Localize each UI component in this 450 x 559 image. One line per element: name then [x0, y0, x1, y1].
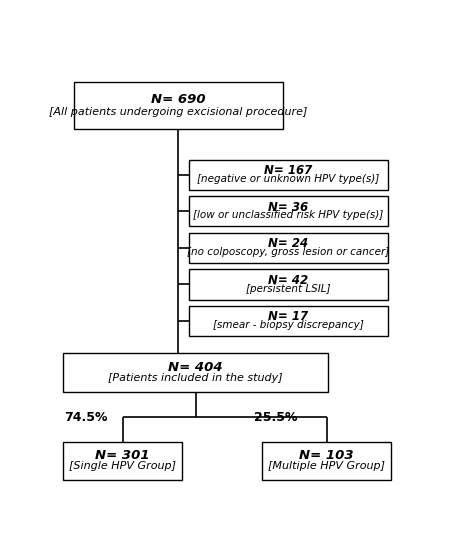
Text: [All patients undergoing excisional procedure]: [All patients undergoing excisional proc… [49, 107, 307, 117]
Text: 25.5%: 25.5% [254, 411, 298, 424]
FancyBboxPatch shape [189, 269, 387, 300]
FancyBboxPatch shape [63, 353, 328, 392]
Text: [low or unclassified risk HPV type(s)]: [low or unclassified risk HPV type(s)] [193, 211, 383, 220]
Text: 74.5%: 74.5% [64, 411, 108, 424]
FancyBboxPatch shape [189, 196, 387, 226]
FancyBboxPatch shape [74, 82, 283, 130]
FancyBboxPatch shape [262, 442, 391, 480]
Text: [Patients included in the study]: [Patients included in the study] [108, 373, 283, 383]
FancyBboxPatch shape [189, 306, 387, 336]
Text: N= 36: N= 36 [268, 201, 308, 214]
Text: [negative or unknown HPV type(s)]: [negative or unknown HPV type(s)] [197, 174, 379, 184]
FancyBboxPatch shape [63, 442, 182, 480]
Text: [persistent LSIL]: [persistent LSIL] [246, 283, 330, 293]
Text: N= 24: N= 24 [268, 237, 308, 250]
FancyBboxPatch shape [189, 233, 387, 263]
Text: [Multiple HPV Group]: [Multiple HPV Group] [268, 461, 385, 471]
FancyBboxPatch shape [189, 160, 387, 190]
Text: N= 17: N= 17 [268, 310, 308, 323]
Text: N= 404: N= 404 [168, 361, 223, 374]
Text: N= 167: N= 167 [264, 164, 312, 177]
Text: [smear - biopsy discrepancy]: [smear - biopsy discrepancy] [213, 320, 364, 330]
Text: N= 301: N= 301 [95, 449, 150, 462]
Text: N= 103: N= 103 [299, 449, 354, 462]
Text: N= 42: N= 42 [268, 274, 308, 287]
Text: [no colposcopy, gross lesion or cancer]: [no colposcopy, gross lesion or cancer] [187, 247, 389, 257]
Text: N= 690: N= 690 [151, 93, 206, 106]
Text: [Single HPV Group]: [Single HPV Group] [69, 461, 176, 471]
